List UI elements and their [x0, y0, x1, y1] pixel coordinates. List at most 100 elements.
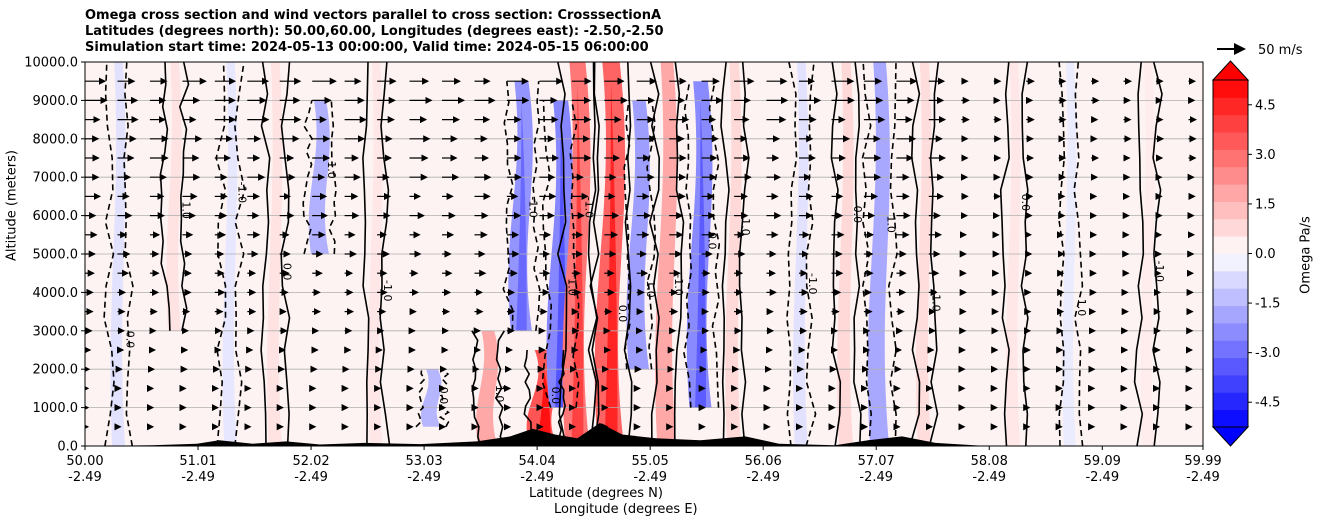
- contour-label: 0.0: [549, 387, 562, 405]
- x-tick-label-lon: -2.49: [633, 470, 667, 485]
- contour-line: [589, 62, 600, 446]
- y-tick-label: 2000.0: [33, 363, 79, 378]
- colorbar-segment: [1213, 270, 1248, 289]
- contour-line: [720, 62, 730, 446]
- colorbar-segment: [1213, 357, 1248, 376]
- y-axis-label: Altitude (meters): [4, 150, 20, 261]
- omega-band: [166, 62, 182, 331]
- colorbar-extend-min: [1211, 426, 1250, 447]
- contour-line: [646, 100, 657, 370]
- contour-label: -1.0: [527, 196, 540, 217]
- x-tick-label-lat: 58.08: [971, 454, 1008, 469]
- contour-label: 0.0: [706, 232, 719, 250]
- colorbar-segment: [1213, 236, 1248, 254]
- contour-line: [103, 62, 115, 446]
- contour-line: [260, 62, 271, 446]
- contour-line: [362, 62, 370, 446]
- contour-label: 1.0: [644, 280, 657, 298]
- contour-label: 1.0: [1075, 299, 1088, 317]
- contour-line: [502, 81, 514, 331]
- x-tick-label-lon: -2.49: [972, 470, 1006, 485]
- contour-label: -1.0: [582, 197, 595, 218]
- contour-line: [438, 368, 450, 428]
- wind-vectors: [85, 77, 1198, 431]
- x-tick-label-lat: 52.02: [292, 454, 329, 469]
- contour-line: [786, 62, 798, 446]
- terrain: [85, 423, 1203, 446]
- contour-label: -1.0: [236, 182, 249, 203]
- x-axis-label-longitude: Longitude (degrees E): [554, 502, 698, 517]
- y-tick-label: 7000.0: [33, 171, 79, 186]
- contour-label: -1.0: [806, 273, 819, 294]
- y-axis: 0.0 1000.0 2000.0 3000.0 4000.0 5000.0 6000.0 7…: [24, 56, 85, 455]
- colorbar-segment: [1213, 201, 1248, 220]
- colorbar-segment: [1213, 149, 1248, 168]
- contour-label: 0.0: [124, 331, 137, 349]
- y-tick-label: 3000.0: [33, 324, 79, 339]
- chart-title-line-2: Latitudes (degrees north): 50.00,60.00, …: [85, 24, 664, 39]
- colorbar-segment: [1213, 305, 1248, 324]
- contour-line: [683, 81, 693, 408]
- y-tick-label: 4000.0: [33, 286, 79, 301]
- colorbar-label: Omega Pa/s: [1298, 216, 1314, 294]
- x-axis: 50.00-2.4951.01-2.4952.02-2.4953.03-2.49…: [66, 446, 1222, 485]
- contour-label: 1.0: [566, 278, 579, 296]
- reference-vector-label: 50 m/s: [1258, 43, 1303, 58]
- x-tick-label-lat: 56.06: [745, 454, 782, 469]
- y-tick-label: 8000.0: [33, 132, 79, 147]
- colorbar-tick-label: 1.5: [1255, 197, 1276, 212]
- omega-band-core: [571, 82, 584, 446]
- x-tick-label-lon: -2.49: [1186, 470, 1220, 485]
- contour-line: [999, 62, 1010, 446]
- colorbar-segment: [1213, 322, 1248, 341]
- contour-label: 1.0: [180, 201, 193, 219]
- colorbar-segment: [1213, 374, 1248, 393]
- x-tick-label-lon: -2.49: [407, 470, 441, 485]
- colorbar-tick-label: 0.0: [1255, 247, 1276, 262]
- contour-label: 0.0: [851, 206, 864, 224]
- colorbar-segment: [1213, 80, 1248, 98]
- y-tick-label: 9000.0: [33, 94, 79, 109]
- colorbar: -4.5 -3.0 -1.5 0.0 1.5 3.0 4.5: [1211, 60, 1280, 447]
- contour-label: 1.0: [885, 215, 898, 233]
- x-tick-label-lon: -2.49: [1085, 470, 1119, 485]
- colorbar-segment: [1213, 166, 1248, 185]
- contour-label: 1.0: [493, 385, 506, 403]
- colorbar-tick-label: 4.5: [1255, 98, 1276, 113]
- x-tick-label-lat: 59.09: [1084, 454, 1121, 469]
- colorbar-segment: [1213, 218, 1248, 237]
- contour-line: [178, 62, 190, 331]
- y-tick-label: 6000.0: [33, 209, 79, 224]
- x-tick-label-lon: -2.49: [68, 470, 102, 485]
- chart-title-block: Omega cross section and wind vectors par…: [85, 8, 664, 56]
- contour-label: -1.0: [381, 280, 394, 301]
- contour-label: 0.0: [1019, 194, 1032, 212]
- contour-line: [302, 100, 314, 255]
- x-tick-label-lat: 51.01: [179, 454, 216, 469]
- contour-line: [853, 62, 862, 446]
- x-axis-label-latitude: Latitude (degrees N): [529, 486, 663, 501]
- x-tick-label-lat: 59.99: [1184, 454, 1221, 469]
- contour-label: 1.0: [739, 218, 752, 236]
- x-tick-label-lat: 57.07: [858, 454, 895, 469]
- colorbar-segment: [1213, 184, 1248, 202]
- colorbar-segment: [1213, 409, 1248, 428]
- colorbar-segment: [1213, 97, 1248, 116]
- contour-line: [648, 62, 661, 446]
- x-tick-label-lat: 50.00: [66, 454, 103, 469]
- y-tick-label: 1000.0: [33, 401, 79, 416]
- contour-labels: 0.0 1.0 -1.0 0.0 1.0 -1.0 0.0 1.0 -1.0 0.0 1.0 -1.0…: [124, 161, 1167, 404]
- omega-band-core: [604, 82, 618, 446]
- contour-line: [494, 330, 505, 446]
- colorbar-tick-label: -3.0: [1255, 346, 1280, 361]
- contour-label: 0.0: [280, 263, 293, 281]
- contour-line: [557, 349, 566, 446]
- colorbar-tick-label: 3.0: [1255, 148, 1276, 163]
- x-tick-label-lat: 55.05: [632, 454, 669, 469]
- colorbar-segment: [1213, 340, 1248, 359]
- colorbar-tick-label: -1.5: [1255, 297, 1280, 312]
- colorbar-tick-label: -4.5: [1255, 396, 1280, 411]
- x-tick-label-lon: -2.49: [181, 470, 215, 485]
- x-tick-label-lon: -2.49: [746, 470, 780, 485]
